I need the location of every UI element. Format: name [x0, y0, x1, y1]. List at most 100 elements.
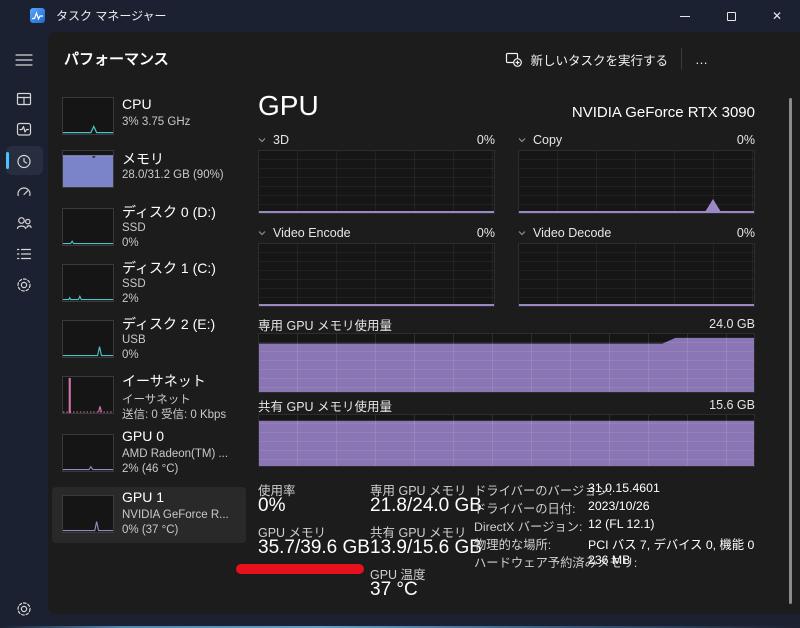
- shared-memory-chart: [258, 414, 755, 467]
- perf-item-title: GPU 0: [122, 428, 165, 444]
- app-history-icon: [17, 154, 31, 169]
- shared-memory-scale: 15.6 GB: [709, 398, 755, 412]
- perf-item-title: ディスク 1 (C:): [122, 260, 216, 276]
- maximize-icon: [726, 11, 736, 21]
- driver-version-value: 31.0.15.4601: [588, 481, 660, 495]
- nav-processes-button[interactable]: [0, 84, 48, 114]
- physical-location-label: 物理的な場所:: [474, 538, 552, 552]
- chart-3d-line: [259, 211, 494, 213]
- nav-startup-apps-button[interactable]: [0, 177, 48, 207]
- gpu-device-name: NVIDIA GeForce RTX 3090: [571, 104, 755, 121]
- directx-version-value: 12 (FL 12.1): [588, 517, 655, 531]
- close-button[interactable]: ✕: [771, 9, 783, 23]
- perf-item-sub: USB: [122, 334, 146, 346]
- perf-item-sub2: 0%: [122, 237, 139, 249]
- nav-rail: [0, 32, 48, 628]
- nav-settings-button[interactable]: [0, 594, 48, 624]
- hw-reserved-memory-label: ハードウェア予約済みメモリ:: [474, 556, 638, 570]
- perf-item-sub: AMD Radeon(TM) ...: [122, 448, 229, 460]
- utilization-value: 0%: [258, 495, 286, 516]
- minimize-icon: [680, 15, 690, 17]
- engine-label: 3D: [273, 133, 289, 147]
- cpu-mini-chart: [62, 97, 114, 135]
- perf-item-sub2: 2% (46 °C): [122, 463, 179, 475]
- perf-item-sub: 3% 3.75 GHz: [122, 116, 191, 128]
- vertical-scrollbar[interactable]: [789, 98, 792, 604]
- shared-memory-stat-value: 13.9/15.6 GB: [370, 537, 482, 558]
- chart-3d: [258, 150, 495, 214]
- gpu-temp-label: GPU 温度: [370, 568, 426, 582]
- window-title: タスク マネージャー: [56, 9, 167, 23]
- perf-item-sub: イーサネット: [122, 394, 191, 406]
- perf-item-title: イーサネット: [122, 373, 206, 389]
- run-new-task-button[interactable]: 新しいタスクを実行する: [505, 46, 668, 72]
- gpu-panel-title: GPU: [258, 90, 319, 121]
- services-icon: [17, 278, 31, 292]
- chart-video-encode: [258, 243, 495, 307]
- dedicated-memory-stat-label: 専用 GPU メモリ: [370, 484, 467, 498]
- perf-item-sub2: 0%: [122, 349, 139, 361]
- engine-label: Video Decode: [533, 226, 612, 240]
- dedicated-memory-stat-value: 21.8/24.0 GB: [370, 495, 482, 516]
- gpu-temp-value: 37 °C: [370, 579, 418, 600]
- perf-item-title: GPU 1: [122, 489, 165, 505]
- engine-select-3d[interactable]: 3D: [258, 133, 289, 147]
- minimize-button[interactable]: [662, 0, 708, 32]
- dedicated-memory-header: 専用 GPU メモリ使用量: [258, 317, 392, 333]
- hw-reserved-memory-value: 236 MB: [588, 553, 631, 567]
- hamburger-icon: [15, 54, 33, 66]
- content-card: パフォーマンス 新しいタスクを実行する … CPU 3% 3.75 GHz: [48, 32, 800, 614]
- engine-value-3d: 0%: [476, 133, 495, 147]
- perf-item-sub: NVIDIA GeForce R...: [122, 509, 229, 521]
- engine-select-video-decode[interactable]: Video Decode: [518, 226, 611, 240]
- physical-location-value: PCI バス 7, デバイス 0, 機能 0: [588, 538, 755, 552]
- titlebar: タスク マネージャー ✕: [0, 0, 800, 32]
- directx-version-label: DirectX バージョン:: [474, 520, 583, 534]
- driver-version-label: ドライバーのバージョン:: [474, 484, 613, 498]
- nav-accent-bar: [6, 152, 9, 169]
- engine-value-copy: 0%: [736, 133, 755, 147]
- driver-date-label: ドライバーの日付:: [474, 502, 576, 516]
- nav-performance-button[interactable]: [0, 114, 48, 144]
- page-title: パフォーマンス: [64, 51, 169, 68]
- engine-select-video-encode[interactable]: Video Encode: [258, 226, 351, 240]
- ethernet-mini-chart: [62, 376, 114, 414]
- shared-memory-label: 共有 GPU メモリ使用量: [258, 399, 393, 414]
- chart-copy-spike: [704, 199, 721, 212]
- startup-apps-icon: [17, 187, 31, 197]
- chevron-down-icon: [258, 231, 266, 236]
- hamburger-menu-button[interactable]: [0, 45, 48, 75]
- gpu-memory-label: GPU メモリ: [258, 526, 327, 540]
- nav-users-button[interactable]: [0, 208, 48, 238]
- gpu-memory-value: 35.7/39.6 GB: [258, 537, 370, 558]
- details-icon: [16, 248, 32, 260]
- nav-app-history-button[interactable]: [0, 146, 48, 176]
- chart-video-decode-line: [519, 304, 754, 306]
- perf-item-sub: 28.0/31.2 GB (90%): [122, 169, 224, 181]
- engine-select-copy[interactable]: Copy: [518, 133, 562, 147]
- ellipsis-icon: …: [695, 51, 709, 67]
- perf-item-sub2: 送信: 0 受信: 0 Kbps: [122, 409, 227, 421]
- perf-item-title: CPU: [122, 96, 152, 112]
- memory-mini-chart: [62, 150, 114, 188]
- red-underline-annotation: [236, 564, 364, 574]
- nav-details-button[interactable]: [0, 239, 48, 269]
- perf-item-title: ディスク 2 (E:): [122, 316, 216, 332]
- gpu1-mini-chart: [62, 495, 114, 533]
- settings-gear-icon: [17, 602, 31, 616]
- users-icon: [16, 217, 32, 230]
- perf-item-title: メモリ: [122, 151, 164, 167]
- chart-copy-line: [519, 211, 754, 213]
- toolbar-separator: [681, 48, 682, 70]
- maximize-button[interactable]: [708, 0, 754, 32]
- engine-value-video-encode: 0%: [476, 226, 495, 240]
- shared-memory-header: 共有 GPU メモリ使用量: [258, 398, 393, 414]
- run-new-task-label: 新しいタスクを実行する: [530, 53, 668, 68]
- chevron-down-icon: [518, 231, 526, 236]
- chart-video-decode: [518, 243, 755, 307]
- task-manager-app-icon: [30, 8, 45, 23]
- more-options-button[interactable]: …: [688, 46, 716, 72]
- chart-video-encode-line: [259, 304, 494, 306]
- utilization-label: 使用率: [258, 484, 296, 498]
- nav-services-button[interactable]: [0, 270, 48, 300]
